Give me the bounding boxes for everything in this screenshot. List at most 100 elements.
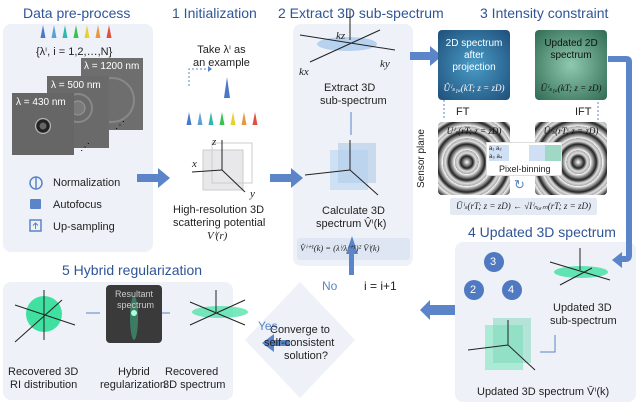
svg-text:⋰: ⋰ xyxy=(115,120,125,131)
arrow-init-to-extract xyxy=(270,168,303,188)
hologram-label: λ = 430 nm xyxy=(16,97,66,108)
arrow-yes xyxy=(262,334,290,352)
arrow-pre-to-init xyxy=(137,168,170,188)
cycle-label-2: 2 xyxy=(470,284,477,296)
selected-wavelength-icon xyxy=(224,77,230,98)
updated-2d-formula: Ūⁱₛ₁ₐ(kT; z = zD) xyxy=(540,83,602,93)
updated-2d-spectrum-image: Updated 2D spectrum Ūⁱₛ₁ₐ(kT; z = zD) xyxy=(535,30,607,100)
extract-caption: Extract 3D xyxy=(324,82,376,94)
step-normalization: Normalization xyxy=(53,177,121,189)
intensity-constraint-formula: Ūⁱₛ(rT; z = zD) ← √Iⁱₙₒᵣₘ(rT; z = zD) xyxy=(456,201,591,211)
wavelength-peak-icon xyxy=(40,25,46,38)
svg-text:⋰: ⋰ xyxy=(80,142,90,153)
hologram-label: λ = 1200 nm xyxy=(84,61,140,72)
update-formula: V̂ⁱ⁺¹(k) = (λⁱ/λⁱ⁺¹)² V̄ⁱ(k) xyxy=(300,243,380,253)
panel-updated xyxy=(455,242,636,402)
wavelength-peak-icon xyxy=(106,25,112,38)
cycle-step-2 xyxy=(464,280,484,300)
wavelength-peak-icon xyxy=(208,112,214,125)
bin-a1: a₁ xyxy=(489,146,495,152)
converge-question: self-consistent xyxy=(264,337,335,349)
title-initialization: 1 Initialization xyxy=(172,5,257,21)
wavelength-peak-icon xyxy=(84,25,90,38)
yes-label: Yes xyxy=(258,319,278,333)
recovered-caption: 3D spectrum xyxy=(163,379,226,391)
bin-a3: a₃ xyxy=(489,154,495,160)
init-caption: scattering potential xyxy=(173,217,266,229)
updated-2d-label: spectrum xyxy=(550,50,592,61)
title-data-preprocess: Data pre-process xyxy=(23,5,131,21)
ift-label: IFT xyxy=(575,106,592,118)
cycle-label-4: 4 xyxy=(508,284,515,296)
sensor-field-formula: Uⁱₛ(rT; z = zD) xyxy=(446,126,502,136)
arrow-intensity-to-updated xyxy=(608,56,632,268)
hologram-label: λ = 500 nm xyxy=(51,80,101,91)
title-hybrid: 5 Hybrid regularization xyxy=(62,262,203,278)
iteration-label: i = i+1 xyxy=(364,279,397,293)
title-updated-spectrum: 4 Updated 3D spectrum xyxy=(468,224,616,240)
sensor-plane-label: Sensor plane xyxy=(415,129,427,188)
arrow-no xyxy=(346,236,358,275)
axis-y: y xyxy=(250,188,255,200)
resultant-label: spectrum xyxy=(117,300,155,310)
axis-kz: kz xyxy=(336,30,346,42)
recovered-caption: Recovered xyxy=(165,366,219,378)
wavelength-set: {λⁱ, i = 1,2,…,N} xyxy=(36,46,113,58)
projection-label: projection xyxy=(452,62,496,73)
projection-label: 2D spectrum xyxy=(445,38,503,49)
title-intensity: 3 Intensity constraint xyxy=(480,5,609,21)
wavelength-peak-icon xyxy=(51,25,57,38)
wavelength-peak-icon xyxy=(230,112,236,125)
title-extract: 2 Extract 3D sub-spectrum xyxy=(278,5,444,21)
step-autofocus: Autofocus xyxy=(53,199,102,211)
updated-sub-caption: Updated 3D xyxy=(553,302,612,314)
autofocus-icon xyxy=(30,199,41,209)
cube-init xyxy=(191,140,253,193)
wavelength-peak-icon xyxy=(73,25,79,38)
projection-spectrum-image: 2D spectrum after projection Ûⁱₛ₁ₐ(kT; z… xyxy=(438,30,510,100)
ri-caption: Recovered 3D xyxy=(8,366,79,378)
wavelength-peak-icon xyxy=(219,112,225,125)
bin-cells: a₁ a₂ a₃ a₄ xyxy=(489,145,509,161)
updated-field-formula: Ūⁱₛ(rT; z = zD) xyxy=(543,126,599,136)
step-up-sampling: Up-sampling xyxy=(53,221,115,233)
wavelength-peak-icon xyxy=(197,112,203,125)
projection-formula: Ûⁱₛ₁ₐ(kT; z = zD) xyxy=(443,83,505,93)
wavelength-peak-icon xyxy=(186,112,192,125)
wavelength-peak-icon xyxy=(95,25,101,38)
axis-kx: kx xyxy=(299,66,309,78)
converge-diamond xyxy=(245,282,355,398)
arrow-extract-to-intensity xyxy=(410,46,442,66)
arrow-updated-to-converge xyxy=(420,300,455,320)
projection-label: after xyxy=(463,50,484,61)
pixel-binning-label: Pixel-binning xyxy=(499,164,551,174)
updated-2d-label: Updated 2D xyxy=(544,38,598,49)
updated-full-caption: Updated 3D spectrum V̄ⁱ(k) xyxy=(477,386,610,398)
cube-calc xyxy=(304,140,379,196)
hybrid-caption: regularization xyxy=(100,379,167,391)
wavelength-peak-icon xyxy=(241,112,247,125)
hologram-430 xyxy=(12,93,74,155)
bin-a4: a₄ xyxy=(496,154,503,160)
bin-a2: a₂ xyxy=(496,146,502,152)
calc-caption: spectrum V̂ⁱ(k) xyxy=(316,218,387,230)
axis-ky: ky xyxy=(380,58,390,70)
updated-sub-caption: sub-spectrum xyxy=(550,315,617,327)
converge-question: Converge to xyxy=(270,324,330,336)
resultant-label: Resultant xyxy=(115,289,154,299)
init-formula: Vⁱ(r) xyxy=(207,230,228,242)
rotate-icon: ↻ xyxy=(514,177,525,192)
wavelength-peak-icon xyxy=(252,112,258,125)
wavelength-peak-icon xyxy=(62,25,68,38)
axis-x: x xyxy=(192,158,197,170)
ft-label: FT xyxy=(456,106,470,118)
init-note: Take λⁱ as an example xyxy=(193,44,250,69)
axis-z: z xyxy=(212,136,217,148)
hybrid-caption: Hybrid xyxy=(118,366,150,378)
up-sampling-icon xyxy=(29,219,42,232)
pixel-binning-box: a₁ a₂ a₃ a₄ Pixel-binning xyxy=(486,142,562,176)
extract-caption: sub-spectrum xyxy=(320,95,387,107)
converge-question: solution? xyxy=(284,350,329,362)
calc-caption: Calculate 3D xyxy=(322,205,385,217)
